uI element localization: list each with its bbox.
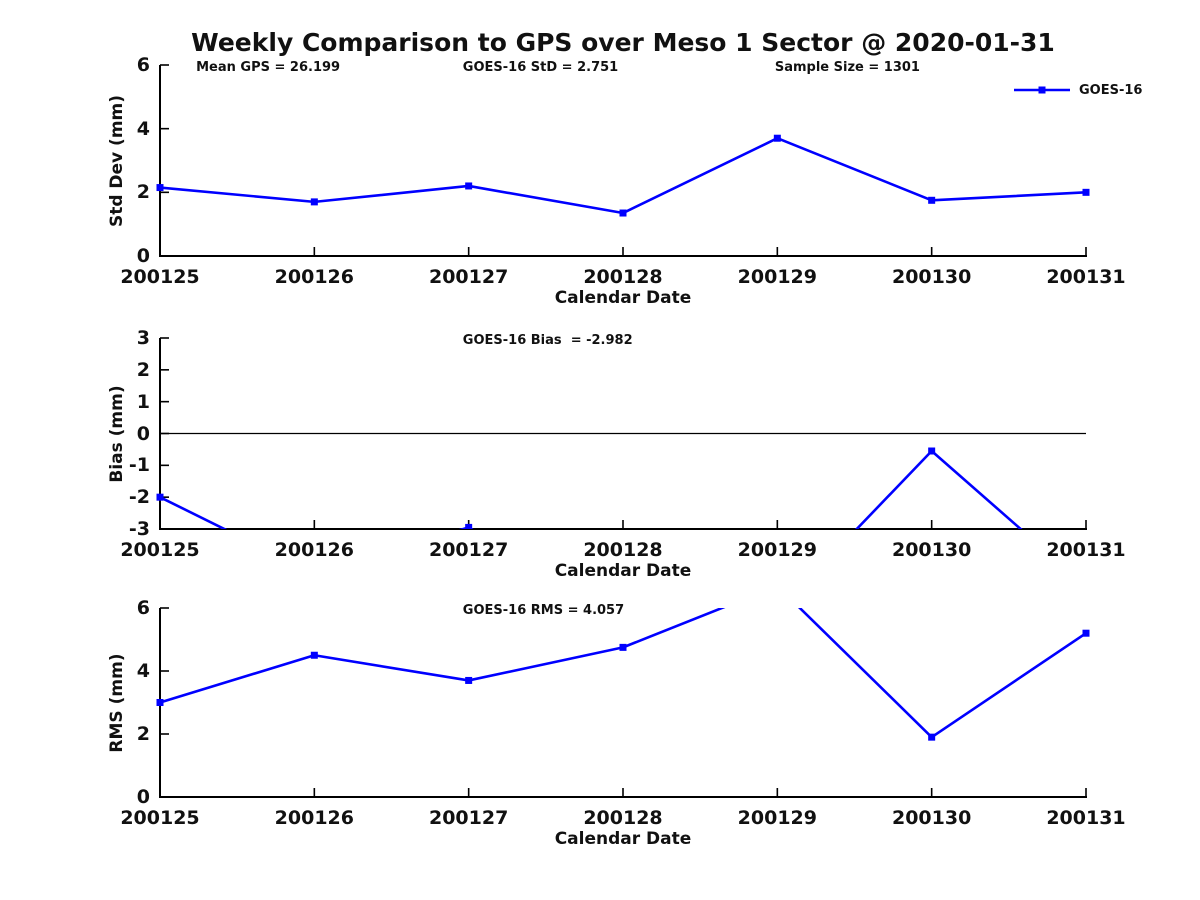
y-axis-label: Bias (mm) bbox=[107, 384, 127, 483]
x-tick-label: 200129 bbox=[737, 539, 817, 561]
y-tick-label: 2 bbox=[136, 723, 150, 745]
series-group bbox=[156, 447, 1090, 628]
legend-label: GOES-16 bbox=[1079, 82, 1143, 98]
series-marker bbox=[619, 643, 627, 651]
x-tick-label: 200129 bbox=[737, 807, 817, 829]
y-tick-label: 3 bbox=[136, 327, 150, 349]
x-tick-label: 200128 bbox=[583, 539, 663, 561]
series-marker bbox=[311, 570, 318, 577]
x-tick-label: 200131 bbox=[1046, 807, 1126, 829]
y-tick-label: 1 bbox=[136, 390, 150, 413]
annotation-text: GOES-16 StD = 2.751 bbox=[462, 60, 619, 75]
annotation-text: Sample Size = 1301 bbox=[774, 60, 920, 75]
x-axis-label: Calendar Date bbox=[554, 288, 692, 308]
annotation-text: GOES-16 Bias = -2.982 bbox=[462, 333, 633, 348]
x-tick-label: 200125 bbox=[120, 807, 200, 829]
series-group bbox=[156, 134, 1090, 217]
y-tick-label: -3 bbox=[128, 518, 150, 540]
series-marker bbox=[620, 621, 627, 628]
legend: GOES-16 bbox=[1014, 81, 1142, 99]
x-tick-label: 200126 bbox=[274, 807, 354, 829]
series-marker bbox=[310, 651, 318, 659]
x-tick-label: 200131 bbox=[1046, 539, 1126, 561]
series-marker bbox=[1082, 629, 1090, 637]
series-marker bbox=[465, 182, 473, 190]
series-marker bbox=[1083, 583, 1090, 590]
x-tick-label: 200125 bbox=[120, 266, 200, 288]
y-axis-label: Std Dev (mm) bbox=[107, 94, 127, 227]
series-marker bbox=[1082, 188, 1090, 196]
y-tick-label: 4 bbox=[136, 660, 150, 682]
y-tick-label: 2 bbox=[136, 358, 150, 381]
chart-title: Weekly Comparison to GPS over Meso 1 Sec… bbox=[191, 28, 1055, 57]
series-marker bbox=[928, 447, 936, 455]
x-tick-label: 200130 bbox=[891, 266, 972, 288]
y-tick-label: -1 bbox=[128, 454, 150, 477]
series-group bbox=[156, 582, 1090, 741]
x-tick-label: 200125 bbox=[120, 539, 200, 561]
x-tick-label: 200128 bbox=[583, 266, 663, 288]
x-axis-label: Calendar Date bbox=[554, 829, 692, 849]
y-tick-label: 4 bbox=[136, 117, 150, 140]
x-tick-label: 200131 bbox=[1046, 266, 1126, 288]
x-axis-label: Calendar Date bbox=[554, 561, 692, 581]
x-tick-label: 200126 bbox=[274, 266, 354, 288]
series-marker bbox=[928, 196, 936, 204]
series-marker bbox=[310, 198, 318, 206]
y-tick-label: 6 bbox=[136, 54, 150, 76]
x-tick-label: 200127 bbox=[428, 539, 509, 561]
series-marker bbox=[156, 699, 164, 706]
y-axis-label: RMS (mm) bbox=[107, 652, 127, 753]
x-tick-label: 200127 bbox=[428, 807, 509, 829]
series-marker bbox=[928, 733, 936, 741]
series-marker bbox=[774, 608, 781, 615]
x-tick-label: 200129 bbox=[737, 266, 817, 288]
x-tick-label: 200126 bbox=[274, 539, 354, 561]
annotation-text: Mean GPS = 26.199 bbox=[196, 60, 341, 75]
series-marker bbox=[156, 184, 164, 192]
y-tick-label: 2 bbox=[136, 181, 150, 204]
series-marker bbox=[465, 523, 473, 529]
y-tick-label: 0 bbox=[136, 422, 150, 445]
x-tick-label: 200130 bbox=[891, 539, 972, 561]
y-tick-label: 0 bbox=[136, 245, 150, 267]
series-marker bbox=[774, 582, 781, 589]
series-line bbox=[159, 136, 1087, 215]
series-marker bbox=[619, 209, 627, 217]
series-marker bbox=[773, 134, 781, 142]
legend-line-icon bbox=[1014, 86, 1070, 94]
series-line bbox=[159, 449, 1023, 529]
y-tick-label: 0 bbox=[136, 786, 150, 808]
y-tick-label: 6 bbox=[136, 597, 150, 619]
x-tick-label: 200128 bbox=[583, 807, 663, 829]
x-tick-label: 200130 bbox=[891, 807, 972, 829]
y-tick-label: -2 bbox=[128, 486, 150, 509]
series-marker bbox=[156, 493, 164, 501]
annotation-text: GOES-16 RMS = 4.057 bbox=[462, 603, 625, 618]
series-marker bbox=[465, 676, 473, 684]
x-tick-label: 200127 bbox=[428, 266, 509, 288]
